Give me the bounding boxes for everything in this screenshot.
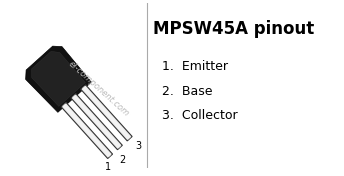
Text: el-component.com: el-component.com xyxy=(67,59,131,118)
Polygon shape xyxy=(32,51,85,106)
Polygon shape xyxy=(81,85,132,141)
Text: 3.  Collector: 3. Collector xyxy=(162,109,238,122)
Text: 3: 3 xyxy=(136,142,142,152)
Text: 1.  Emitter: 1. Emitter xyxy=(162,60,228,73)
Polygon shape xyxy=(62,103,111,158)
Text: 1: 1 xyxy=(105,162,111,172)
Polygon shape xyxy=(82,86,131,140)
Polygon shape xyxy=(72,95,121,149)
Text: MPSW45A pinout: MPSW45A pinout xyxy=(153,20,314,38)
Polygon shape xyxy=(71,94,122,150)
Polygon shape xyxy=(61,102,112,159)
Polygon shape xyxy=(26,46,92,112)
Text: 2.  Base: 2. Base xyxy=(162,85,213,98)
Text: 2: 2 xyxy=(119,155,126,165)
